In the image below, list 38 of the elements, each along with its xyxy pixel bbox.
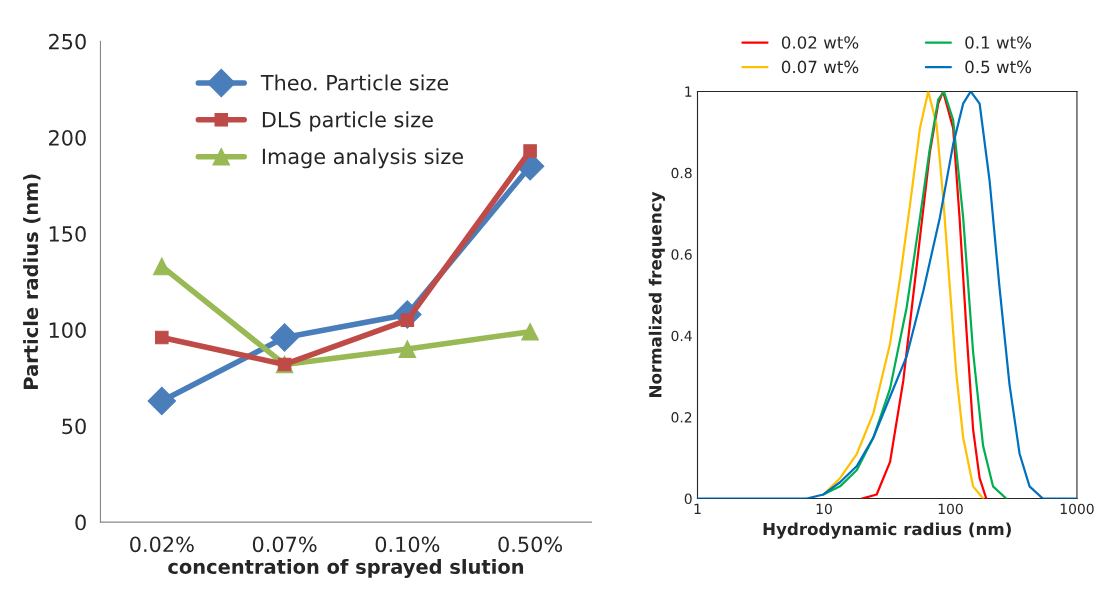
x-tick-label: 10 <box>816 503 832 515</box>
x-axis-title: concentration of sprayed slution <box>168 558 524 578</box>
x-tick-label: 1 <box>694 503 701 514</box>
y-tick-label: 50 <box>62 418 86 435</box>
legend-label: Theo. Particle size <box>260 74 449 91</box>
point <box>398 340 417 358</box>
y-tick-label: 250 <box>49 33 86 50</box>
x-tick-label: 0.50% <box>498 536 563 553</box>
y-tick-label: 100 <box>49 322 86 339</box>
point <box>523 144 537 158</box>
legend-label: 0.02 wt% <box>781 36 859 49</box>
y-tick-label: 0.6 <box>671 249 692 260</box>
x-tick-label: 0.02% <box>130 536 194 553</box>
point <box>152 257 171 276</box>
y-tick-label: 1 <box>685 86 692 97</box>
point <box>147 386 177 416</box>
x-tick-label: 1000 <box>1060 503 1094 515</box>
x-tick-label: 0.10% <box>375 536 440 553</box>
y-tick-label: 0.2 <box>671 412 692 423</box>
y-axis-title: Normalized frequency <box>648 191 665 397</box>
y-tick-label: 0 <box>684 493 692 505</box>
y-tick-label: 150 <box>49 226 86 242</box>
legend-label: Image analysis size <box>262 148 463 169</box>
y-tick-label: 0.8 <box>671 167 692 179</box>
legend-label: 0.1 wt% <box>965 36 1032 49</box>
y-tick-label: 0.4 <box>671 330 692 342</box>
legend-label: 0.5 wt% <box>965 60 1032 74</box>
point <box>155 330 169 345</box>
x-tick-label: 100 <box>938 503 963 515</box>
y-tick-label: 0 <box>75 514 86 531</box>
x-axis-title: Hydrodynamic radius (nm) <box>763 522 1011 539</box>
x-tick-label: 0.07% <box>252 536 317 553</box>
legend-label: 0.07 wt% <box>781 60 859 74</box>
point <box>270 323 299 352</box>
legend-label: DLS particle size <box>262 111 433 132</box>
y-tick-label: 200 <box>49 129 86 146</box>
point <box>521 322 539 341</box>
y-axis-title: Particle radius (nm) <box>23 174 41 389</box>
